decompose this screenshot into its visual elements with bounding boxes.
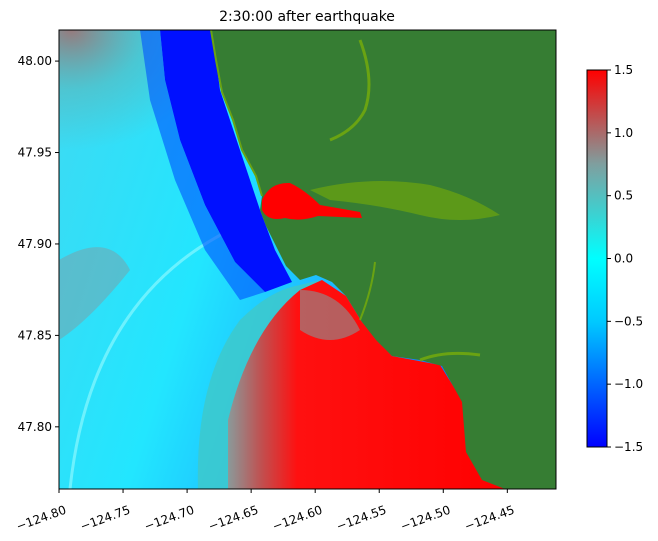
y-tick-label: 47.85 xyxy=(18,328,52,342)
positive-wave-mottle xyxy=(300,290,360,340)
estuary-wetland xyxy=(310,181,500,220)
bay-red xyxy=(262,182,362,220)
y-tick-label: 47.90 xyxy=(18,237,52,251)
chart-title: 2:30:00 after earthquake xyxy=(219,9,395,25)
heatmap-layer xyxy=(59,30,556,489)
x-tick-label: −124.45 xyxy=(463,503,517,534)
river-north xyxy=(329,39,371,142)
x-tick-label: −124.80 xyxy=(14,503,68,534)
colorbar-tick-label: 0.0 xyxy=(614,252,633,266)
x-tick-label: −124.50 xyxy=(399,503,453,534)
x-axis: −124.80 −124.75 −124.70 −124.65 −124.60 −124.… xyxy=(14,489,516,534)
colorbar-tick-label: 0.5 xyxy=(614,189,633,203)
river-south xyxy=(359,261,376,321)
negative-wave-region xyxy=(160,30,292,292)
ocean-gray-patch xyxy=(59,247,130,340)
positive-wave-region xyxy=(228,280,505,489)
colorbar-tick-label: 1.5 xyxy=(614,63,633,77)
y-tick-label: 47.95 xyxy=(18,146,52,160)
inlet-wetland xyxy=(419,351,481,362)
colorbar-tick-label: −1.0 xyxy=(614,377,643,391)
colorbar-tick-label: 1.0 xyxy=(614,126,633,140)
wave-arc xyxy=(68,228,231,489)
colorbar-tick-label: −1.5 xyxy=(614,440,643,454)
y-axis: 47.80 47.85 47.90 47.95 48.00 xyxy=(18,54,59,434)
coastline-fringe xyxy=(210,30,263,197)
x-tick-label: −124.60 xyxy=(271,503,325,534)
colorbar-tick-label: −0.5 xyxy=(614,314,643,328)
negative-wave-fringe xyxy=(140,30,265,300)
y-tick-label: 48.00 xyxy=(18,54,52,68)
x-tick-label: −124.55 xyxy=(335,503,389,534)
land xyxy=(211,30,556,489)
colorbar-gradient xyxy=(586,69,608,448)
x-tick-label: −124.65 xyxy=(206,503,260,534)
plot-frame xyxy=(58,29,557,490)
colorbar: −1.5 −1.0 −0.5 0.0 0.5 1.0 1.5 xyxy=(586,63,643,454)
colorbar-axis: −1.5 −1.0 −0.5 0.0 0.5 1.0 1.5 xyxy=(607,63,643,454)
x-tick-label: −124.75 xyxy=(78,503,132,534)
y-tick-label: 47.80 xyxy=(18,420,52,434)
x-tick-label: −124.70 xyxy=(142,503,196,534)
